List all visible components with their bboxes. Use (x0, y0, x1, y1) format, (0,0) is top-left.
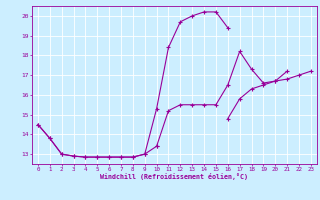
X-axis label: Windchill (Refroidissement éolien,°C): Windchill (Refroidissement éolien,°C) (100, 173, 248, 180)
